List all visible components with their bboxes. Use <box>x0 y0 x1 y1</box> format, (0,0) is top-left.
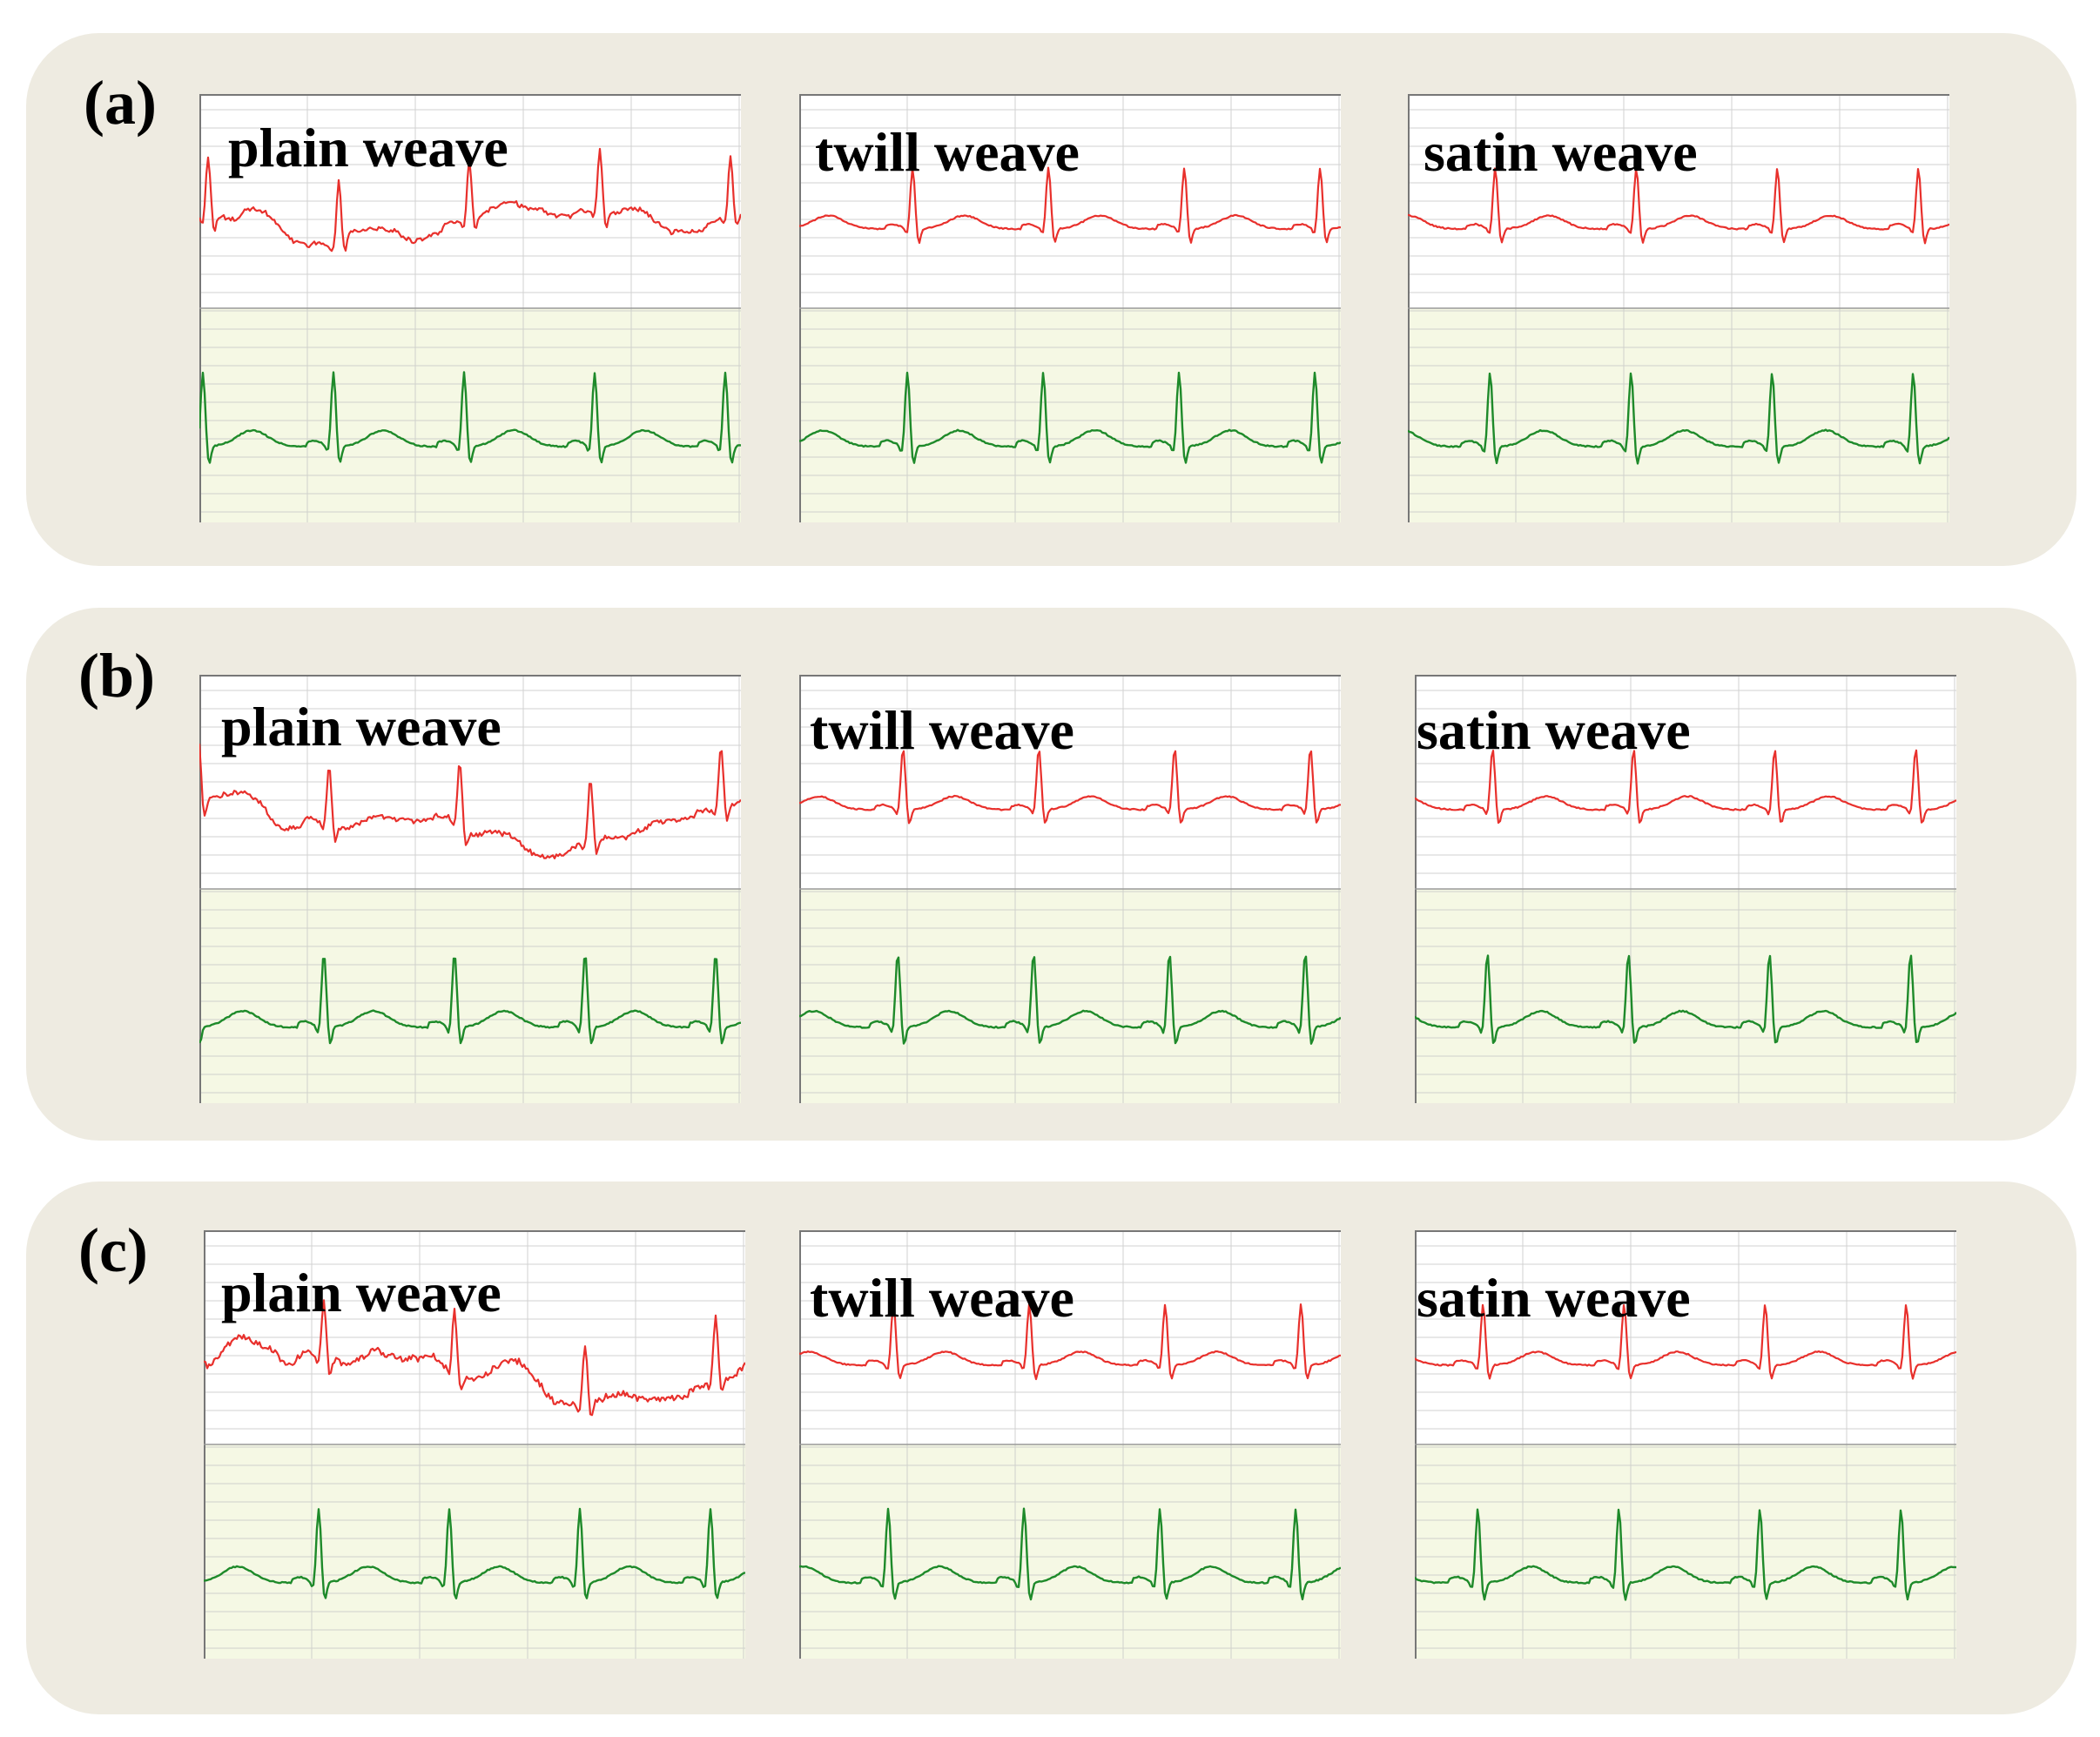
ecg-strip-svg <box>1415 675 1956 1103</box>
ecg-box-title: satin weave <box>1424 121 1698 183</box>
ecg-strip-svg <box>1415 1230 1956 1659</box>
ecg-strip-svg <box>204 1230 745 1659</box>
ecg-trace-bottom <box>1415 1508 1956 1601</box>
strip-bottom-background <box>199 889 741 1103</box>
ecg-trace-top <box>199 147 741 252</box>
ecg-box-title: plain weave <box>221 696 501 757</box>
ecg-trace-top <box>199 744 741 859</box>
ecg-box-title: plain weave <box>221 1262 501 1323</box>
ecg-trace-top <box>1408 167 1949 245</box>
panel-label-b: (b) <box>78 641 155 710</box>
ecg-box-c-plain: plain weave <box>204 1230 745 1659</box>
ecg-strip-svg <box>199 94 741 522</box>
panel-label-c: (c) <box>78 1215 148 1285</box>
ecg-trace-bottom <box>799 955 1341 1045</box>
strip-bottom-background <box>799 308 1341 522</box>
ecg-strip-svg <box>199 675 741 1103</box>
ecg-box-title: twill weave <box>810 699 1074 761</box>
ecg-trace-top <box>1415 749 1956 825</box>
ecg-box-b-satin: satin weave <box>1415 675 1956 1103</box>
ecg-box-a-satin: satin weave <box>1408 94 1949 522</box>
ecg-strip-svg <box>799 1230 1341 1659</box>
ecg-trace-top <box>204 1299 745 1417</box>
strip-bottom-background <box>799 889 1341 1103</box>
grid-lines <box>1415 675 1956 1103</box>
ecg-box-c-twill: twill weave <box>799 1230 1341 1659</box>
ecg-trace-bottom <box>199 957 741 1045</box>
ecg-trace-bottom <box>204 1507 745 1599</box>
ecg-trace-bottom <box>199 371 741 464</box>
ecg-box-b-twill: twill weave <box>799 675 1341 1103</box>
ecg-trace-bottom <box>799 371 1341 464</box>
ecg-trace-bottom <box>799 1507 1341 1601</box>
grid-lines <box>799 94 1341 522</box>
grid-lines <box>799 1230 1341 1659</box>
ecg-trace-top <box>799 750 1341 825</box>
strip-bottom-background <box>1415 1444 1956 1659</box>
ecg-strip-svg <box>1408 94 1949 522</box>
panel-label-a: (a) <box>84 68 157 138</box>
ecg-box-title: plain weave <box>228 117 508 178</box>
strip-bottom-background <box>204 1444 745 1659</box>
ecg-trace-top <box>1415 1303 1956 1380</box>
grid-lines <box>199 94 741 522</box>
strip-bottom-background <box>1408 308 1949 522</box>
ecg-trace-bottom <box>1408 372 1949 465</box>
ecg-box-b-plain: plain weave <box>199 675 741 1103</box>
ecg-trace-top <box>799 1303 1341 1381</box>
ecg-box-c-satin: satin weave <box>1415 1230 1956 1659</box>
ecg-strip-svg <box>799 675 1341 1103</box>
ecg-box-title: twill weave <box>810 1267 1074 1329</box>
ecg-strip-svg <box>799 94 1341 522</box>
ecg-trace-top <box>799 166 1341 245</box>
ecg-box-title: satin weave <box>1417 699 1691 761</box>
ecg-box-title: satin weave <box>1417 1267 1691 1329</box>
strip-bottom-background <box>799 1444 1341 1659</box>
ecg-box-title: twill weave <box>815 121 1080 183</box>
strip-bottom-background <box>199 308 741 522</box>
strip-bottom-background <box>1415 889 1956 1103</box>
ecg-box-a-plain: plain weave <box>199 94 741 522</box>
ecg-box-a-twill: twill weave <box>799 94 1341 522</box>
ecg-trace-bottom <box>1415 954 1956 1044</box>
